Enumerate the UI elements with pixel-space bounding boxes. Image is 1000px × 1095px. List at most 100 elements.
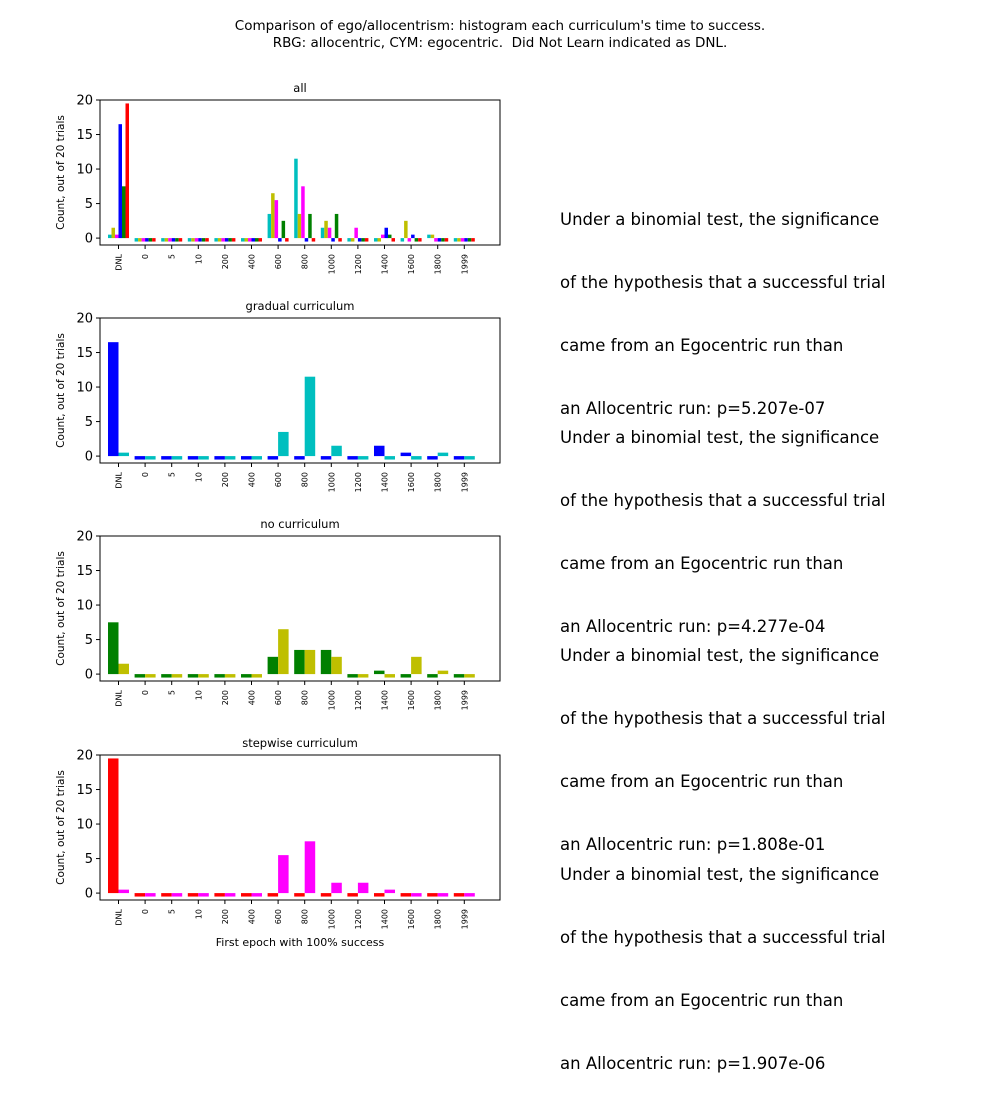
bar — [214, 674, 225, 678]
bar — [374, 670, 385, 675]
note-line: of the hypothesis that a successful tria… — [560, 928, 886, 947]
x-tick-label: 1800 — [434, 690, 443, 710]
bar — [331, 238, 335, 242]
bar — [427, 674, 438, 678]
y-tick-label: 5 — [85, 852, 93, 867]
y-tick-label: 5 — [85, 633, 93, 648]
bar — [231, 238, 236, 242]
note-line: of the hypothesis that a successful tria… — [560, 273, 886, 292]
x-tick-label: 600 — [274, 254, 283, 269]
x-tick-label: 200 — [221, 472, 230, 487]
bar — [118, 663, 129, 675]
x-tick-label: 1200 — [354, 690, 363, 710]
x-tick-label: 10 — [194, 472, 203, 482]
bar — [267, 656, 279, 675]
bar — [178, 238, 183, 242]
note-line: an Allocentric run: p=4.277e-04 — [560, 617, 826, 636]
bar — [437, 670, 449, 675]
bar — [354, 227, 358, 239]
bar — [384, 889, 395, 894]
chart-figure: all 0 5 10 15 20 Count, out of 20 trials DNL 0 5 1… — [55, 81, 501, 949]
bar — [311, 238, 316, 242]
note-line: an Allocentric run: p=5.207e-07 — [560, 399, 826, 418]
significance-note-stepwise: Under a binomial test, the significance … — [560, 822, 886, 1095]
bar — [464, 893, 475, 897]
y-tick-label: 0 — [85, 232, 93, 247]
bar — [161, 238, 165, 242]
y-axis-label: Count, out of 20 trials — [55, 551, 67, 666]
bar — [374, 238, 378, 242]
bar — [145, 893, 156, 897]
bar — [187, 893, 199, 897]
note-line: Under a binomial test, the significance — [560, 646, 880, 665]
y-tick-label: 10 — [76, 818, 93, 833]
panel-title: no curriculum — [260, 517, 339, 531]
bar — [347, 674, 358, 678]
x-tick-label: 200 — [221, 909, 230, 924]
note-line: of the hypothesis that a successful tria… — [560, 491, 886, 510]
bar — [118, 124, 122, 239]
bar — [224, 456, 236, 460]
bar — [404, 220, 408, 239]
axes-frame — [99, 754, 501, 901]
bar — [148, 238, 153, 242]
bar — [400, 893, 412, 897]
bar — [251, 238, 255, 242]
bar — [464, 674, 475, 678]
x-tick-label: 10 — [194, 254, 203, 264]
note-line: Under a binomial test, the significance — [560, 865, 880, 884]
bar — [361, 238, 365, 242]
y-tick-label: 0 — [85, 668, 93, 683]
y-tick-label: 10 — [76, 163, 93, 178]
axes-frame — [99, 99, 501, 246]
x-tick-label: 1999 — [460, 472, 469, 492]
bar — [175, 238, 179, 242]
bar — [347, 456, 358, 460]
bar — [327, 227, 332, 239]
bar — [251, 456, 262, 460]
note-line: an Allocentric run: p=1.907e-06 — [560, 1054, 826, 1073]
bar — [278, 238, 282, 242]
x-tick-label: DNL — [115, 689, 124, 706]
bar — [338, 238, 342, 242]
bar — [134, 893, 146, 897]
bar — [118, 889, 129, 894]
bar — [241, 893, 252, 897]
bar — [251, 674, 262, 678]
x-tick-label: 0 — [141, 254, 150, 259]
x-tick-label: 1600 — [407, 472, 416, 492]
bar — [331, 656, 342, 675]
bar — [138, 238, 142, 242]
y-axis-label: Count, out of 20 trials — [55, 770, 67, 885]
bar — [271, 193, 275, 239]
bar — [171, 674, 183, 678]
bar — [198, 238, 202, 242]
bar — [161, 893, 172, 897]
bar — [281, 220, 286, 239]
bar — [453, 674, 465, 678]
bar — [444, 238, 449, 242]
x-tick-label: 400 — [248, 254, 257, 269]
bar — [241, 238, 245, 242]
significance-note-all: Under a binomial test, the significance … — [560, 167, 886, 440]
note-line: came from an Egocentric run than — [560, 772, 844, 791]
bar — [384, 227, 388, 239]
bar — [453, 238, 458, 242]
bar — [108, 622, 119, 675]
bar — [285, 238, 289, 242]
bar — [320, 649, 332, 675]
x-tick-label: 5 — [168, 472, 177, 477]
bar — [164, 238, 169, 242]
bar — [201, 238, 206, 242]
note-line: came from an Egocentric run than — [560, 991, 844, 1010]
panel-title: stepwise curriculum — [242, 736, 358, 750]
bar — [134, 238, 139, 242]
x-tick-label: 10 — [194, 690, 203, 700]
bar — [437, 238, 442, 242]
bar — [187, 456, 199, 460]
axes-frame — [99, 317, 501, 464]
bar — [297, 213, 302, 239]
y-axis-label: Count, out of 20 trials — [55, 115, 67, 230]
bar — [467, 238, 472, 242]
bar — [411, 234, 415, 239]
